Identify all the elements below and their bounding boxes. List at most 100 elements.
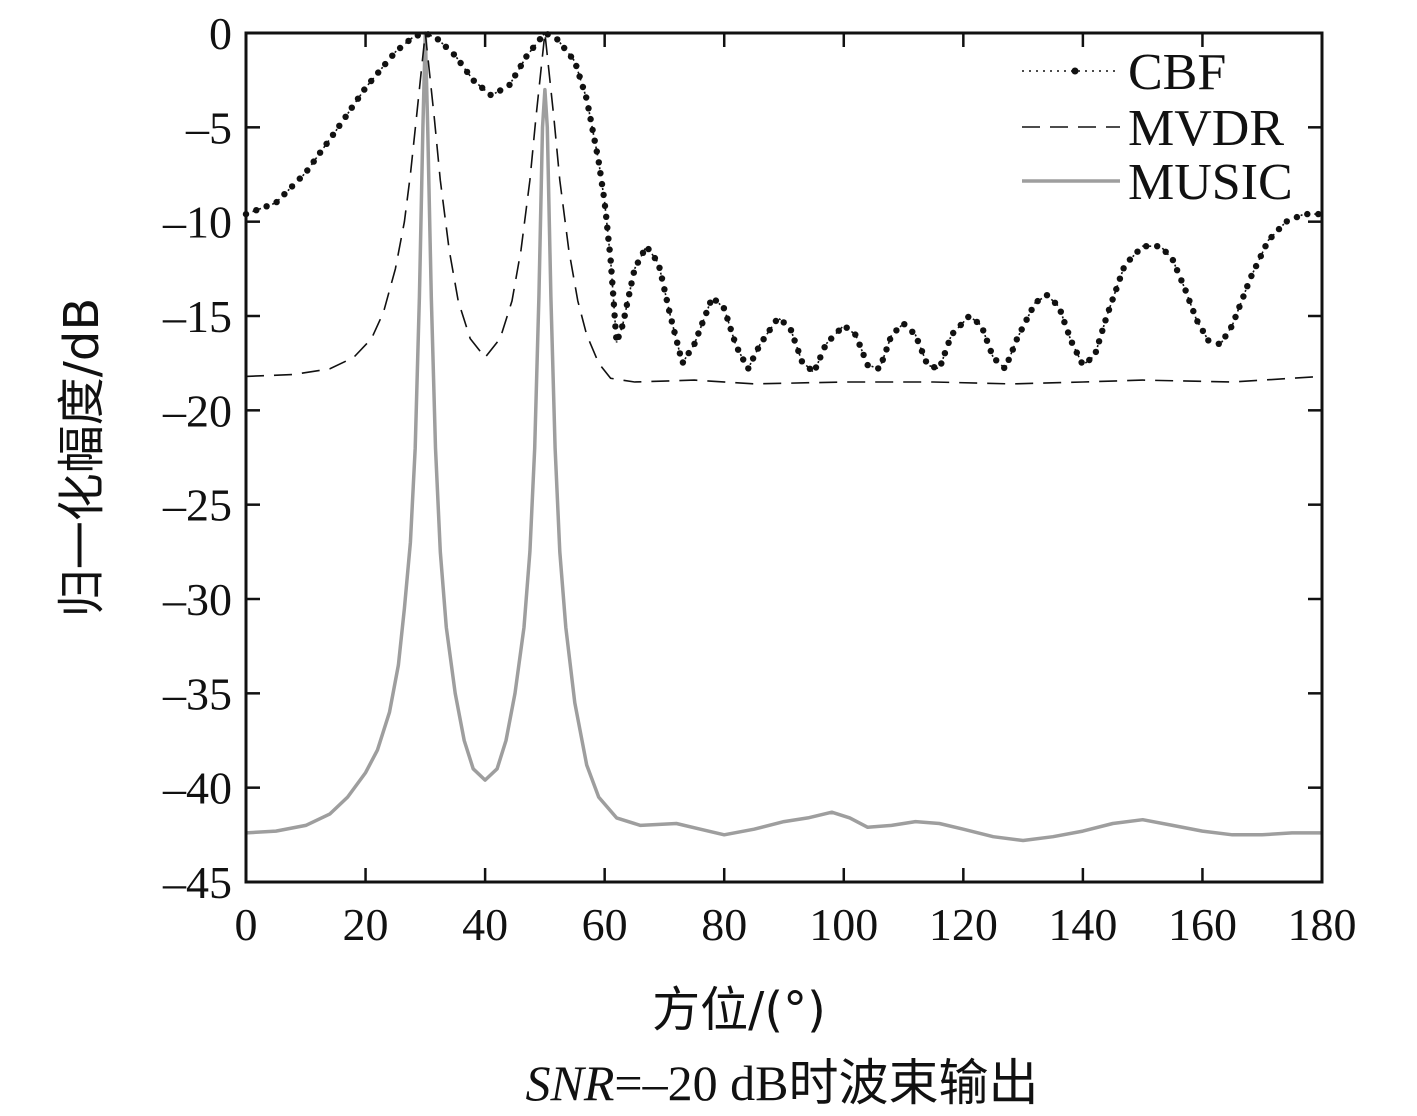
series-point-cbf <box>730 336 738 343</box>
series-point-cbf <box>1028 306 1035 314</box>
y-tick-label: –35 <box>162 668 232 719</box>
series-point-cbf <box>1109 296 1116 303</box>
series-point-cbf <box>787 327 795 334</box>
y-axis-label: 归一化幅度/dB <box>54 298 110 618</box>
series-point-cbf <box>922 358 930 365</box>
series-point-cbf <box>864 361 871 369</box>
legend-entry-mvdr: MVDR <box>1022 100 1284 157</box>
series-point-cbf <box>595 159 602 166</box>
series-point-cbf <box>1304 210 1311 218</box>
series-point-cbf <box>536 36 544 43</box>
series-point-cbf <box>470 77 477 84</box>
series-point-cbf <box>766 326 773 334</box>
series-point-cbf <box>1092 348 1100 356</box>
series-point-cbf <box>389 52 396 59</box>
series-point-cbf <box>663 296 670 304</box>
y-tick-label: –30 <box>162 574 232 625</box>
series-point-cbf <box>382 60 389 68</box>
series-point-cbf <box>668 318 675 325</box>
legend-label: CBF <box>1128 44 1226 101</box>
series-point-cbf <box>609 290 617 297</box>
figure-caption: SNR=–20 dB时波束输出 <box>526 1055 1039 1111</box>
series-point-cbf <box>720 305 728 312</box>
series-point-cbf <box>606 246 613 253</box>
series-point-cbf <box>856 341 863 348</box>
series-point-cbf <box>703 309 710 317</box>
series-point-cbf <box>605 235 612 242</box>
series-point-cbf <box>973 318 981 326</box>
y-tick-label: –25 <box>162 480 232 531</box>
series-point-cbf <box>1186 297 1193 304</box>
series-point-cbf <box>1005 356 1012 363</box>
series-point-cbf <box>310 158 317 165</box>
series-point-cbf <box>1173 267 1181 274</box>
series-point-cbf <box>712 297 720 304</box>
series-point-cbf <box>593 148 600 155</box>
series-point-cbf <box>354 95 362 102</box>
legend-swatch-marker <box>1071 67 1079 75</box>
series-point-cbf <box>938 360 945 367</box>
series-point-cbf <box>523 53 530 60</box>
series-point-cbf <box>561 44 568 52</box>
series-point-cbf <box>1178 277 1185 284</box>
series-point-cbf <box>576 73 583 80</box>
x-tick-label: 0 <box>235 899 258 950</box>
series-point-cbf <box>604 224 611 231</box>
series-point-cbf <box>1116 275 1124 282</box>
series-point-cbf <box>772 317 780 325</box>
series-point-cbf <box>658 275 666 282</box>
series-point-cbf <box>601 202 609 210</box>
series-point-cbf <box>852 331 859 338</box>
y-tick-label: –5 <box>185 102 232 153</box>
series-point-cbf <box>639 249 647 256</box>
series-point-cbf <box>666 307 673 314</box>
y-tick-label: –45 <box>162 857 232 908</box>
series-point-cbf <box>288 183 296 190</box>
series-point-cbf <box>554 36 561 43</box>
series-point-cbf <box>843 324 850 331</box>
series-point-cbf <box>457 59 464 67</box>
series-point-cbf <box>941 350 949 357</box>
series-point-cbf <box>608 268 615 275</box>
series-point-cbf <box>671 328 678 336</box>
series-point-cbf <box>812 364 820 371</box>
series-point-cbf <box>598 180 606 188</box>
caption-snr: SNR <box>526 1055 615 1111</box>
series-point-cbf <box>619 323 626 330</box>
series-mvdr <box>245 32 1323 385</box>
series-point-cbf <box>1232 313 1239 321</box>
series-point-cbf <box>1073 349 1081 356</box>
x-tick-label: 160 <box>1168 899 1237 950</box>
series-line-mvdr <box>245 32 1323 385</box>
series-point-cbf <box>1105 306 1113 313</box>
series-point-cbf <box>1013 336 1020 343</box>
series-point-cbf <box>1248 272 1255 280</box>
series-point-cbf <box>980 327 987 334</box>
series-point-cbf <box>1268 233 1275 241</box>
series-layer <box>242 31 1323 843</box>
series-point-cbf <box>615 333 622 340</box>
series-point-cbf <box>434 36 442 43</box>
series-point-cbf <box>901 321 908 328</box>
series-point-cbf <box>987 347 994 355</box>
series-point-cbf <box>323 140 330 147</box>
series-point-cbf <box>1236 303 1243 310</box>
y-tick-label: –10 <box>162 197 232 248</box>
series-point-cbf <box>1001 364 1008 372</box>
y-tick-label: –15 <box>162 291 232 342</box>
series-point-cbf <box>957 321 964 329</box>
series-point-cbf <box>754 345 762 352</box>
series-point-cbf <box>1315 210 1322 218</box>
series-music <box>245 31 1322 843</box>
legend-entry-cbf: CBF <box>1022 44 1226 101</box>
series-point-cbf <box>950 329 957 337</box>
series-point-cbf <box>1154 243 1161 250</box>
series-point-cbf <box>1034 297 1041 305</box>
series-point-cbf <box>965 313 972 321</box>
series-point-cbf <box>875 365 882 372</box>
series-point-cbf <box>296 175 303 182</box>
series-point-cbf <box>1199 327 1207 335</box>
series-point-cbf <box>396 44 404 52</box>
x-tick-label: 80 <box>701 899 747 950</box>
